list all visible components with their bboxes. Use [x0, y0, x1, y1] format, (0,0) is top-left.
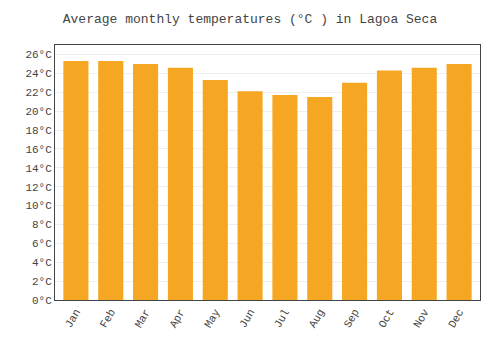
svg-text:22°C: 22°C	[25, 87, 52, 99]
svg-text:Jul: Jul	[272, 307, 292, 330]
svg-text:Nov: Nov	[411, 307, 431, 330]
svg-text:Jun: Jun	[237, 307, 257, 330]
svg-text:0°C: 0°C	[32, 295, 52, 307]
svg-text:Oct: Oct	[376, 307, 396, 330]
svg-text:6°C: 6°C	[32, 238, 52, 250]
svg-text:Aug: Aug	[307, 307, 327, 330]
svg-text:Feb: Feb	[98, 307, 118, 330]
svg-text:16°C: 16°C	[25, 144, 52, 156]
svg-text:Sep: Sep	[342, 307, 362, 330]
svg-text:2°C: 2°C	[32, 276, 52, 288]
svg-text:May: May	[202, 307, 222, 330]
svg-text:14°C: 14°C	[25, 163, 52, 175]
svg-text:10°C: 10°C	[25, 200, 52, 212]
svg-text:Mar: Mar	[133, 307, 153, 330]
svg-text:18°C: 18°C	[25, 125, 52, 137]
svg-text:Apr: Apr	[167, 307, 187, 330]
svg-text:Dec: Dec	[446, 307, 466, 330]
svg-text:4°C: 4°C	[32, 257, 52, 269]
svg-text:Jan: Jan	[63, 307, 83, 330]
svg-text:20°C: 20°C	[25, 106, 52, 118]
svg-text:12°C: 12°C	[25, 182, 52, 194]
svg-text:26°C: 26°C	[25, 49, 52, 61]
svg-text:24°C: 24°C	[25, 68, 52, 80]
svg-text:Average monthly temperatures (: Average monthly temperatures (°C ) in La…	[63, 12, 438, 27]
svg-text:8°C: 8°C	[32, 219, 52, 231]
